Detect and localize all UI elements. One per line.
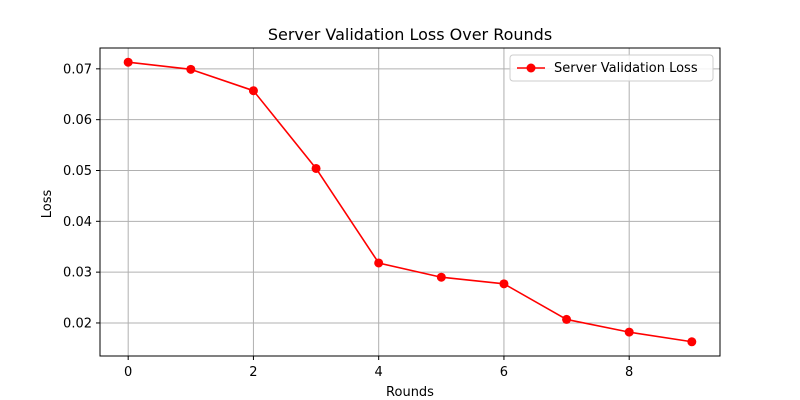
- grid: [100, 48, 720, 356]
- data-point: [624, 327, 634, 337]
- x-tick-label: 2: [249, 365, 257, 380]
- data-point: [123, 57, 133, 67]
- legend-label: Server Validation Loss: [554, 61, 698, 76]
- y-axis-title: Loss: [40, 190, 55, 219]
- y-tick-label: 0.03: [63, 266, 92, 281]
- x-tick-label: 4: [375, 365, 383, 380]
- y-tick-label: 0.04: [63, 215, 92, 230]
- legend: Server Validation Loss: [509, 54, 714, 82]
- data-point: [499, 279, 509, 289]
- y-tick-label: 0.07: [63, 62, 92, 77]
- plot-area-frame: [99, 47, 721, 357]
- data-point: [687, 337, 697, 347]
- series-layer: [123, 57, 697, 347]
- data-point: [436, 272, 446, 282]
- series-line: [128, 61, 692, 343]
- legend-marker-swatch: [526, 63, 536, 73]
- x-tick-label: 0: [124, 365, 132, 380]
- y-tick-label: 0.06: [63, 113, 92, 128]
- y-tick-label: 0.02: [63, 316, 92, 331]
- x-tick-label: 6: [500, 365, 508, 380]
- data-point: [186, 64, 196, 74]
- data-point: [248, 86, 258, 96]
- x-axis-ticks: 0 2 4 6 8: [124, 356, 633, 380]
- data-point: [562, 314, 572, 324]
- data-point: [311, 163, 321, 173]
- chart-title: Server Validation Loss Over Rounds: [268, 25, 552, 44]
- legend-box: [509, 54, 714, 82]
- y-axis-ticks: 0.02 0.03 0.04 0.05 0.06 0.07: [63, 62, 100, 331]
- data-point: [374, 258, 384, 268]
- x-axis-title: Rounds: [386, 385, 434, 400]
- y-tick-label: 0.05: [63, 164, 92, 179]
- x-tick-label: 8: [625, 365, 633, 380]
